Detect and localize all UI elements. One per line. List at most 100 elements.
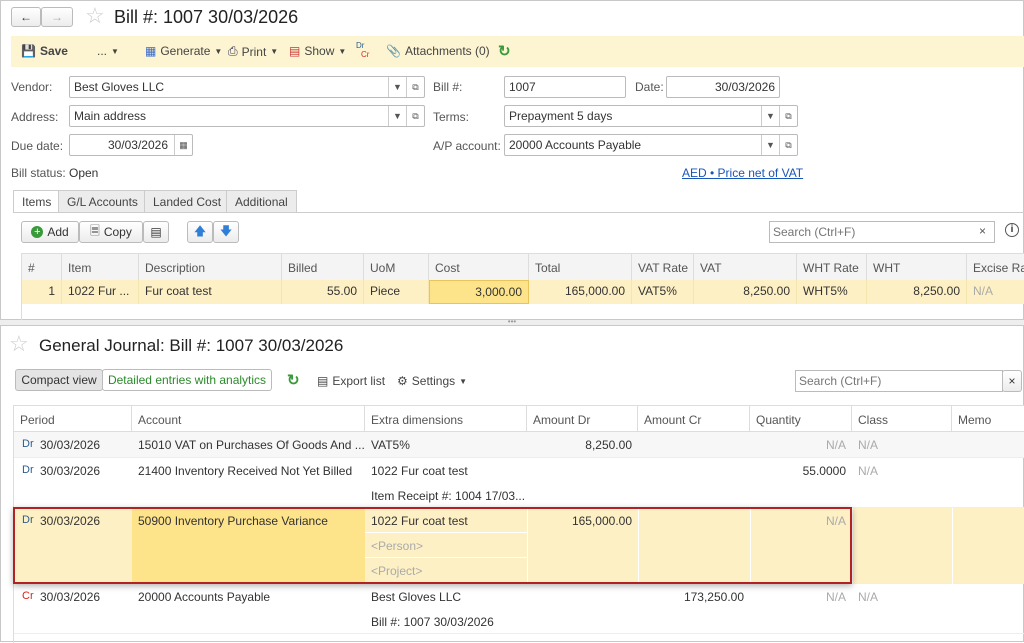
currency-link[interactable]: AED • Price net of VAT [682,166,804,180]
generate-button[interactable]: ▦ Generate ▼ [145,44,223,58]
export-list-button[interactable]: ▤ Export list [317,374,386,388]
move-down-button[interactable]: 🡇 [213,221,239,243]
dropdown-icon[interactable]: ▼ [761,106,779,126]
ap-account-field[interactable]: 20000 Accounts Payable ▼ ⧉ [504,134,798,156]
copy-button[interactable]: 🗏 Copy [79,221,143,243]
account-cell: 20000 Accounts Payable [138,590,271,604]
period-cell: 30/03/2026 [40,514,101,528]
date-field[interactable]: 30/03/2026 [666,76,780,98]
column-header: Description [139,254,282,280]
cell: Fur coat test [139,280,282,304]
entry-type-cr: Cr [22,590,34,602]
column-header: Cost [429,254,529,280]
add-button[interactable]: + Add [21,221,79,243]
tab-additional[interactable]: Additional [226,190,297,212]
dropdown-icon[interactable]: ▼ [388,77,406,97]
cell-divider [638,508,639,584]
toolbar [11,36,1024,67]
splitter-handle[interactable]: ••• [0,318,1024,326]
column-header: UoM [364,254,429,280]
cell-divider [952,508,953,584]
column-header: Billed [282,254,364,280]
column-header: Quantity [750,406,852,432]
bill-number-field[interactable]: 1007 [504,76,626,98]
quantity-cell: N/A [825,590,846,604]
journal-row[interactable]: Dr 30/03/2026 50900 Inventory Purchase Var… [14,508,1024,584]
move-up-button[interactable]: 🡅 [187,221,213,243]
dropdown-icon[interactable]: ▼ [761,135,779,155]
extra-dimension: <Person> [365,533,527,558]
quantity-cell: 55.0000 [802,464,846,478]
settings-button[interactable]: ⚙ Settings ▼ [397,374,468,388]
entry-type-dr: Dr [22,464,34,476]
column-header: Item [62,254,139,280]
column-header: Excise Ra [967,254,1024,280]
class-cell: N/A [858,438,879,452]
vendor-label: Vendor: [11,80,53,94]
vendor-field[interactable]: Best Gloves LLC ▼ ⧉ [69,76,425,98]
column-header: Amount Cr [638,406,750,432]
info-icon[interactable]: i [1005,223,1019,237]
extra-dimension: 1022 Fur coat test [371,464,468,478]
journal-row[interactable]: Dr 30/03/2026 21400 Inventory Received Not… [14,458,1024,508]
column-header: Total [529,254,632,280]
open-icon[interactable]: ⧉ [406,77,424,97]
calendar-icon[interactable]: ▦ [174,135,192,155]
tab-gl-accounts[interactable]: G/L Accounts [58,190,147,212]
extra-dimension: 1022 Fur coat test [365,508,527,533]
barcode-button[interactable]: ▤ [143,221,169,243]
address-field[interactable]: Main address ▼ ⧉ [69,105,425,127]
cell[interactable]: 3,000.00 [429,280,529,304]
attachments-button[interactable]: 📎 Attachments (0) [386,44,490,58]
table-row[interactable]: 1 1022 Fur ... Fur coat test 55.00 Piece 3,00… [22,280,1024,304]
column-header: # [22,254,62,280]
forward-button[interactable]: → [41,7,73,27]
extra-dimension: <Project> [371,564,423,578]
printer-icon: ⎙ [228,44,238,58]
amount-dr-cell: 8,250.00 [585,438,632,452]
tab-items[interactable]: Items [13,190,61,213]
favorite-star-icon[interactable]: ☆ [85,3,105,28]
amount-cr-cell [638,460,750,468]
column-header: WHT [867,254,967,280]
cell: 55.00 [282,280,364,304]
gear-icon: ⚙ [397,374,408,388]
favorite-star-icon[interactable]: ☆ [9,331,29,356]
period-cell: 30/03/2026 [40,464,101,478]
amount-dr-cell [527,460,638,468]
journal-row[interactable]: Cr 30/03/2026 20000 Accounts Payable Best G… [14,584,1024,634]
refresh-icon[interactable]: ↻ [287,372,300,389]
journal-row[interactable]: Dr 30/03/2026 15010 VAT on Purchases Of Go… [14,432,1024,458]
tab-landed-cost[interactable]: Landed Cost [144,190,231,212]
bill-status-label: Bill status: [11,166,66,180]
open-icon[interactable]: ⧉ [406,106,424,126]
due-date-field[interactable]: 30/03/2026 ▦ [69,134,193,156]
report-icon: ▤ [289,44,301,58]
detailed-view-button[interactable]: Detailed entries with analytics [102,369,272,391]
quantity-cell: N/A [825,438,846,452]
open-icon[interactable]: ⧉ [779,106,797,126]
arrow-down-icon: 🡇 [219,223,233,238]
more-button[interactable]: ... ▼ [97,44,119,58]
journal-title: General Journal: Bill #: 1007 30/03/2026 [39,336,344,355]
entry-type-dr: Dr [22,514,34,526]
column-header: WHT Rate [797,254,867,280]
clear-search-button[interactable]: × [1002,370,1022,392]
show-button[interactable]: ▤ Show ▼ [289,44,347,58]
back-button[interactable]: ← [11,7,41,27]
plus-icon: + [31,226,44,238]
open-icon[interactable]: ⧉ [779,135,797,155]
terms-field[interactable]: Prepayment 5 days ▼ ⧉ [504,105,798,127]
dropdown-icon[interactable]: ▼ [388,106,406,126]
items-search-input[interactable] [769,221,995,243]
refresh-icon[interactable]: ↻ [498,43,511,60]
highlight-box [13,507,852,584]
clear-search-icon[interactable]: × [979,224,987,238]
compact-view-button[interactable]: Compact view [15,369,103,391]
drcr-button[interactable]: Dr Cr [356,41,370,59]
save-button[interactable]: 💾 Save [21,44,68,58]
print-button[interactable]: ⎙ Print ▼ [228,44,279,59]
account-cell: 50900 Inventory Purchase Variance [132,508,365,584]
journal-search-input[interactable] [795,370,1003,392]
bill-window: ← → ☆ Bill #: 1007 30/03/2026 💾 Save ... ▼… [0,0,1024,321]
